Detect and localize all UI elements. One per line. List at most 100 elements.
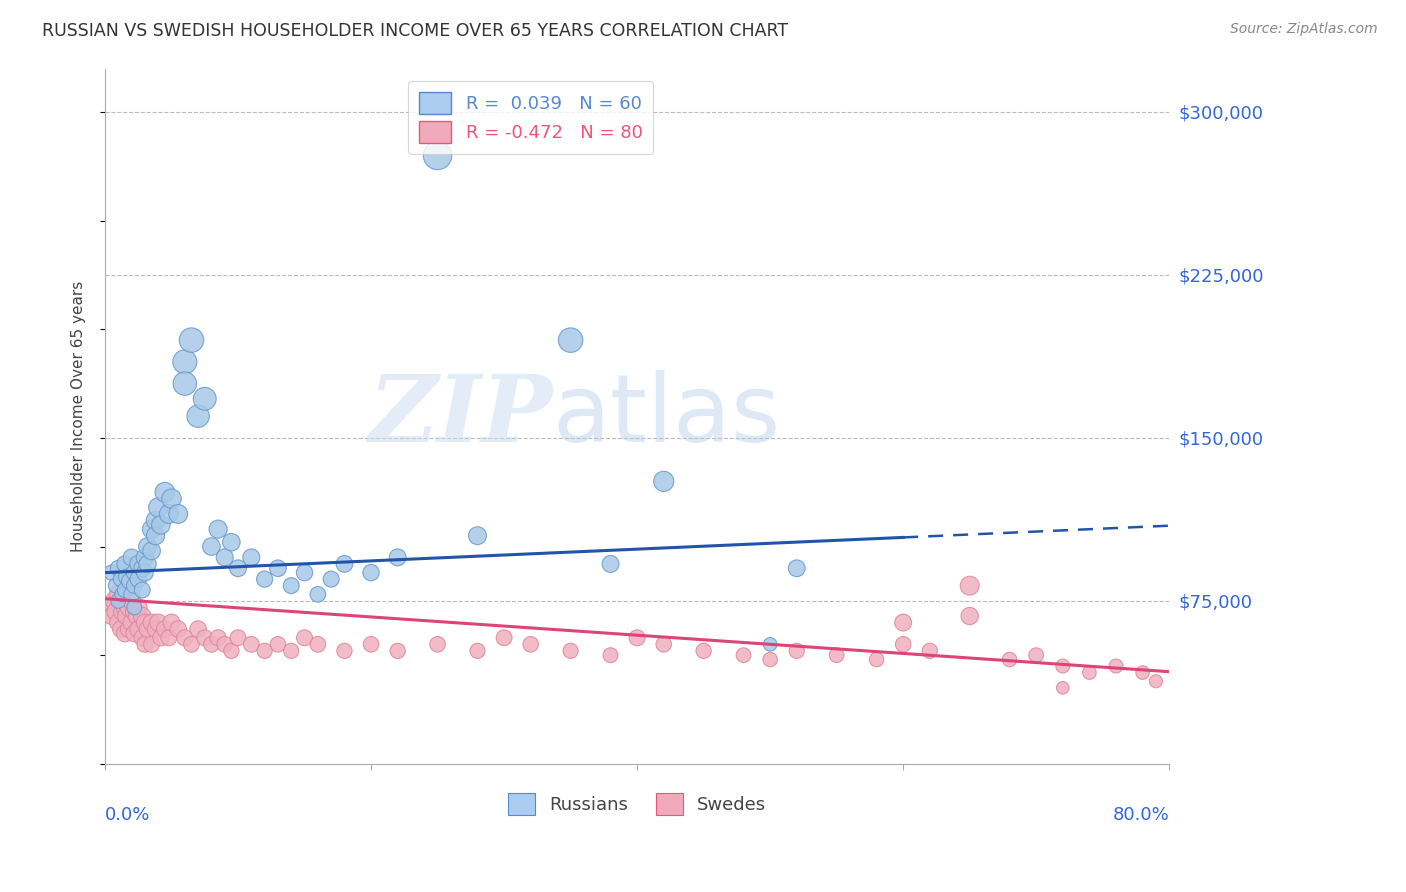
Point (1052, 659, 1074, 673)
Point (141, 637, 163, 651)
Point (127, 557, 149, 571)
Point (104, 605, 127, 619)
Point (187, 409, 209, 424)
Point (127, 600, 149, 615)
Point (118, 574, 141, 589)
Point (333, 557, 356, 571)
Point (207, 631, 229, 645)
Point (998, 652, 1021, 666)
Point (114, 600, 136, 615)
Point (136, 557, 159, 571)
Point (103, 594, 125, 608)
Text: ZIP: ZIP (368, 371, 553, 461)
Point (240, 637, 263, 651)
Point (825, 648, 848, 663)
Point (1144, 674, 1167, 689)
Point (127, 622, 149, 636)
Text: 0.0%: 0.0% (105, 805, 150, 823)
Point (599, 557, 621, 571)
Point (253, 644, 276, 658)
Point (333, 644, 356, 658)
Point (321, 572, 343, 586)
Point (759, 637, 782, 651)
Point (226, 561, 249, 575)
Point (187, 622, 209, 636)
Point (153, 622, 176, 636)
Point (134, 637, 156, 651)
Point (118, 600, 141, 615)
Point (426, 148, 449, 162)
Point (733, 648, 755, 663)
Point (149, 517, 172, 532)
Point (122, 600, 145, 615)
Point (891, 637, 914, 651)
Point (207, 522, 229, 536)
Point (121, 550, 143, 565)
Point (692, 644, 714, 658)
Point (560, 644, 582, 658)
Point (114, 582, 136, 597)
Point (626, 631, 648, 645)
Point (110, 572, 132, 586)
Text: Source: ZipAtlas.com: Source: ZipAtlas.com (1230, 22, 1378, 37)
Point (1052, 681, 1074, 695)
Point (148, 500, 170, 515)
Point (100, 566, 122, 580)
Point (122, 579, 145, 593)
Point (160, 615, 183, 630)
Point (865, 652, 887, 666)
Point (221, 535, 243, 549)
Point (959, 579, 981, 593)
Point (652, 637, 675, 651)
Text: 80.0%: 80.0% (1112, 805, 1170, 823)
Point (148, 615, 170, 630)
Text: atlas: atlas (553, 370, 780, 462)
Point (145, 529, 167, 543)
Point (173, 355, 195, 369)
Point (918, 644, 941, 658)
Point (149, 631, 172, 645)
Point (180, 333, 202, 347)
Point (1078, 665, 1101, 680)
Point (226, 631, 249, 645)
Point (786, 644, 808, 658)
Point (122, 566, 145, 580)
Point (519, 637, 541, 651)
Point (167, 622, 190, 636)
Point (153, 485, 176, 500)
Point (110, 622, 132, 636)
Point (131, 561, 153, 575)
Point (652, 475, 675, 489)
Point (214, 550, 236, 565)
Point (307, 637, 329, 651)
Point (127, 572, 149, 586)
Point (160, 491, 183, 506)
Point (253, 572, 276, 586)
Point (157, 507, 180, 521)
Point (294, 566, 316, 580)
Point (1025, 648, 1047, 663)
Point (467, 644, 489, 658)
Point (107, 561, 129, 575)
Point (467, 529, 489, 543)
Point (494, 631, 516, 645)
Point (280, 579, 302, 593)
Point (167, 507, 190, 521)
Point (141, 522, 163, 536)
Point (121, 587, 143, 601)
Point (118, 622, 141, 636)
Point (560, 333, 582, 347)
Point (121, 615, 143, 630)
Point (891, 615, 914, 630)
Point (104, 579, 127, 593)
Point (194, 392, 217, 406)
Point (267, 561, 290, 575)
Point (100, 609, 122, 624)
Legend: Russians, Swedes: Russians, Swedes (499, 784, 775, 824)
Point (110, 594, 132, 608)
Point (157, 631, 180, 645)
Point (294, 631, 316, 645)
Point (122, 626, 145, 640)
Point (131, 609, 153, 624)
Point (111, 605, 134, 619)
